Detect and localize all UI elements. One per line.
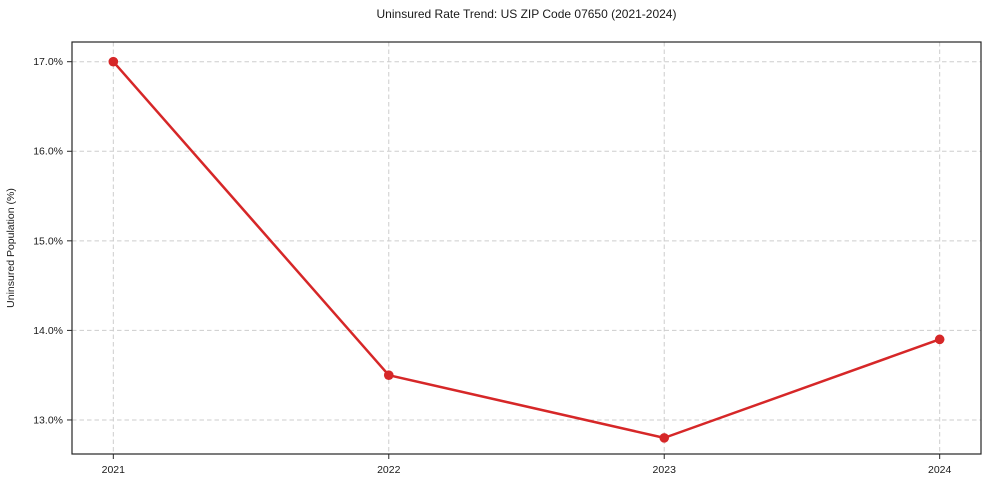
y-tick-label: 14.0% [33, 325, 63, 337]
trend-line [112, 60, 941, 440]
x-tick-label: 2021 [102, 464, 126, 476]
chart-title: Uninsured Rate Trend: US ZIP Code 07650 … [376, 7, 677, 21]
data-point [383, 370, 394, 380]
x-tick-label: 2024 [928, 464, 952, 476]
y-tick-label: 13.0% [33, 414, 63, 426]
y-tick-label: 15.0% [33, 235, 63, 247]
y-tick-label: 16.0% [33, 146, 63, 158]
plot-border [71, 41, 982, 455]
data-point [659, 433, 670, 443]
x-tick-label: 2023 [653, 464, 677, 476]
data-point [108, 56, 119, 67]
x-tick-label: 2022 [377, 464, 401, 476]
y-tick-label: 17.0% [33, 56, 63, 68]
data-point [934, 334, 945, 345]
